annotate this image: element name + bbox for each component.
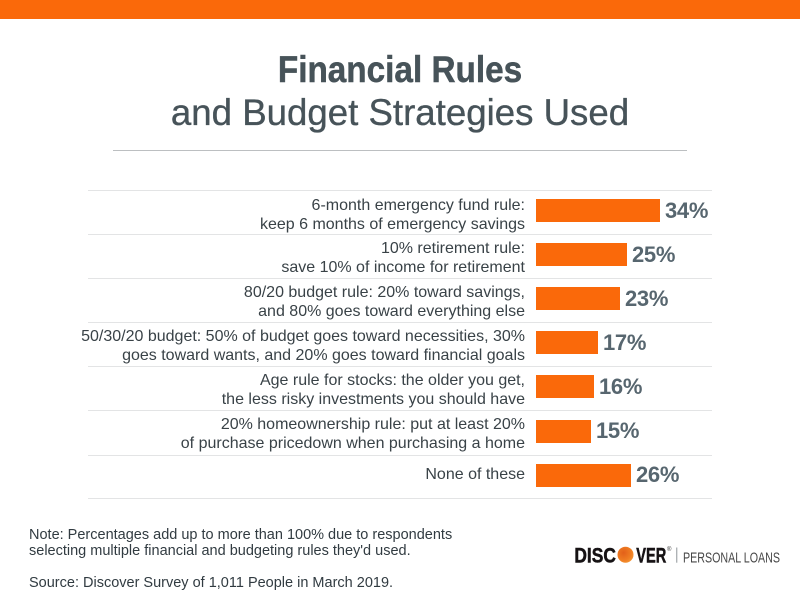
svg-text:PERSONAL LOANS: PERSONAL LOANS <box>683 550 780 566</box>
svg-text:®: ® <box>667 546 672 553</box>
svg-text:DISC: DISC <box>574 544 616 567</box>
svg-text:VER: VER <box>636 544 666 567</box>
